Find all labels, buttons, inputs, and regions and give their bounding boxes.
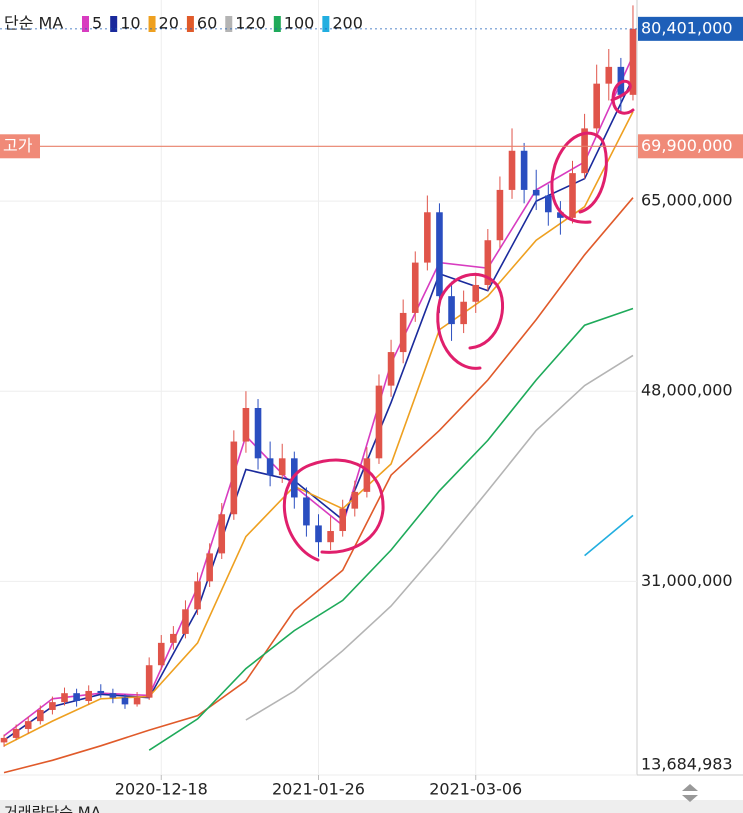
candle-body xyxy=(532,189,540,196)
candle-body xyxy=(242,407,250,442)
hand-annotations xyxy=(282,79,635,562)
candle-body xyxy=(557,212,564,218)
candle-body xyxy=(85,690,93,702)
y-tick-label: 48,000,000 xyxy=(641,381,733,400)
candle-body xyxy=(327,531,334,543)
candle-body xyxy=(97,690,105,694)
candle-body xyxy=(496,189,504,241)
x-tick-label: 2021-01-26 xyxy=(272,780,365,799)
candle-body xyxy=(472,284,480,302)
candle-body xyxy=(170,633,177,643)
candle-body xyxy=(484,240,492,285)
ma-line xyxy=(148,307,634,751)
candle-body xyxy=(206,553,213,582)
candle-body xyxy=(448,296,455,325)
candle-body xyxy=(387,352,395,386)
candle-body xyxy=(182,609,189,634)
plot-area xyxy=(0,0,637,776)
candle-body xyxy=(230,441,238,515)
lower-panel-title: 거래량단순 MA xyxy=(4,804,102,813)
legend-label: 120 xyxy=(235,14,266,33)
legend-label: 100 xyxy=(284,14,315,33)
high-line-name: 고가 xyxy=(3,136,33,155)
candle-body xyxy=(121,697,129,705)
candle-body xyxy=(12,728,20,738)
current-price-label: 80,401,000 xyxy=(641,18,733,37)
candle-body xyxy=(363,458,371,492)
high-tag-right xyxy=(638,134,743,159)
legend-label: 10 xyxy=(120,14,140,33)
candle-body xyxy=(49,702,56,710)
candle-body xyxy=(544,195,552,213)
candle-body xyxy=(194,581,201,610)
candle-body xyxy=(436,212,443,297)
candle-body xyxy=(351,491,359,509)
legend-swatch xyxy=(322,16,330,32)
candle-body xyxy=(254,407,262,459)
candle-body xyxy=(0,737,8,743)
candle-body xyxy=(218,514,226,554)
annotation-letter xyxy=(610,79,635,115)
candle-body xyxy=(424,212,431,263)
legend-swatch xyxy=(148,16,156,32)
candle-body xyxy=(24,721,32,729)
legend-label: 60 xyxy=(197,14,217,33)
ma-line xyxy=(3,111,634,747)
candle-body xyxy=(266,458,274,476)
legend-label: 200 xyxy=(332,14,363,33)
candle-body xyxy=(303,497,310,526)
candle-body xyxy=(61,693,68,703)
candle-body xyxy=(145,665,153,698)
candle-body xyxy=(73,693,80,702)
high-line-label: 69,900,000 xyxy=(641,136,733,155)
legend-swatch xyxy=(110,16,118,32)
candle-body xyxy=(460,301,467,325)
y-tick-label: 13,684,983 xyxy=(641,755,733,774)
candle-body xyxy=(520,150,528,190)
legend-label: 5 xyxy=(92,14,102,33)
x-tick-label: 2020-12-18 xyxy=(115,780,208,799)
lower-panel xyxy=(0,800,743,813)
high-tag-left xyxy=(0,134,40,159)
legend-swatch xyxy=(225,16,233,32)
candle-body xyxy=(581,128,588,174)
candle-body xyxy=(569,173,576,218)
candle-body xyxy=(629,28,637,95)
candle-body xyxy=(605,66,613,84)
candle-body xyxy=(133,697,141,705)
ma-line xyxy=(3,55,634,737)
legend-swatch xyxy=(186,16,194,32)
candle-body xyxy=(109,693,117,698)
ma-line xyxy=(584,514,634,557)
candle-body xyxy=(339,508,346,532)
ma-line xyxy=(3,197,634,774)
candle-body xyxy=(37,709,44,722)
candle-body xyxy=(508,150,516,190)
candle-body xyxy=(593,83,600,129)
x-tick-label: 2021-03-06 xyxy=(429,780,522,799)
ma-line xyxy=(245,354,634,721)
resize-handle[interactable] xyxy=(682,784,698,802)
legend: 5 10 20 60 120 100 200 xyxy=(82,14,363,33)
legend-label: 20 xyxy=(159,14,179,33)
y-tick-label: 31,000,000 xyxy=(641,571,733,590)
legend-swatch xyxy=(273,16,281,32)
annotation-circle xyxy=(436,272,505,370)
ma-line xyxy=(3,77,634,741)
candle-body xyxy=(399,312,407,353)
y-tick-label: 65,000,000 xyxy=(641,191,733,210)
candle-body xyxy=(315,525,322,543)
current-price-tag xyxy=(638,16,743,41)
candle-body xyxy=(278,458,286,476)
annotation-circle xyxy=(282,458,385,562)
candle-body xyxy=(375,385,383,459)
annotation-circle xyxy=(550,131,608,224)
legend-swatch xyxy=(82,16,89,32)
legend-title: 단순 MA xyxy=(4,14,63,33)
candle-body xyxy=(157,642,165,666)
candle-body xyxy=(411,262,419,313)
